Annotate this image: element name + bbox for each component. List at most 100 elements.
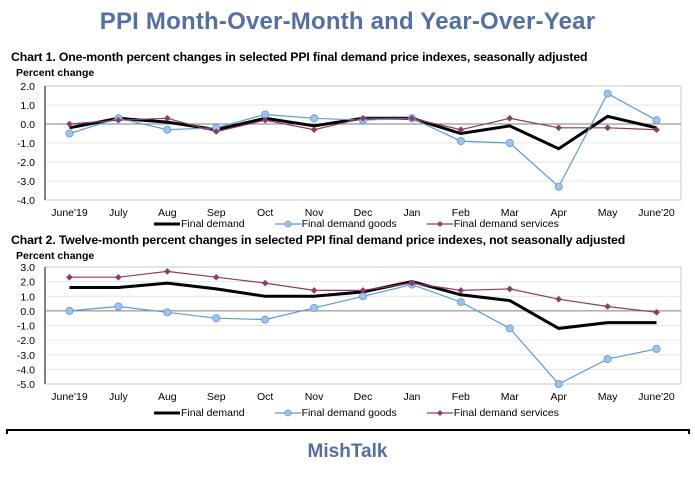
legend-final-demand-line-icon xyxy=(154,411,180,415)
data-point-final-demand-services xyxy=(408,279,416,287)
y-tick-label: -4.0 xyxy=(17,364,35,376)
y-tick-label: 2.0 xyxy=(20,81,35,93)
data-point-final-demand-services xyxy=(310,126,318,133)
data-point-final-demand-services xyxy=(604,124,611,132)
y-tick-label: 2.0 xyxy=(20,277,35,289)
data-point-final-demand-services xyxy=(555,295,562,303)
data-point-final-demand-services xyxy=(506,285,514,293)
data-point-final-demand-goods xyxy=(554,182,563,191)
data-point-final-demand-services xyxy=(115,273,122,281)
legend-goods-circle-icon xyxy=(274,409,301,417)
x-tick-label: Aug xyxy=(158,391,177,403)
y-tick-label: 0.0 xyxy=(20,119,35,131)
x-tick-label: July xyxy=(109,391,128,403)
x-tick-label: Jan xyxy=(403,391,420,403)
y-tick-label: -3.0 xyxy=(17,176,35,188)
data-point-final-demand-services xyxy=(164,115,171,122)
x-tick-label: Feb xyxy=(452,207,470,219)
data-point-final-demand-services xyxy=(457,126,465,133)
x-tick-label: June'20 xyxy=(638,207,675,219)
data-point-final-demand-services xyxy=(359,287,367,294)
x-tick-label: Oct xyxy=(257,391,273,403)
data-point-final-demand-services xyxy=(164,268,171,275)
legend-item-final-demand: Final demand xyxy=(154,218,245,230)
chart-1: 2.0 1.0 0.0 -1.0 -2.0 -3.0 -4.0 June'19 July Aug S… xyxy=(17,81,682,219)
data-point-final-demand-services xyxy=(66,273,73,281)
data-point-final-demand-services xyxy=(261,116,269,124)
legend-item-final-demand-goods: Final demand goods xyxy=(274,407,397,419)
data-point-final-demand-goods xyxy=(358,292,367,301)
data-point-final-demand-goods xyxy=(456,298,465,307)
x-tick-label: Dec xyxy=(354,207,373,219)
y-tick-label: -2.0 xyxy=(17,157,35,169)
x-tick-label: Oct xyxy=(257,207,273,219)
legend-goods-circle-icon xyxy=(274,220,301,228)
data-point-final-demand-goods xyxy=(261,315,270,324)
data-point-final-demand-services xyxy=(604,303,611,310)
x-tick-label: June'19 xyxy=(51,391,88,403)
x-tick-label: Apr xyxy=(551,207,568,219)
data-point-final-demand-goods xyxy=(652,116,661,125)
data-point-final-demand-goods xyxy=(163,125,172,134)
chart-2: 3.0 2.0 1.0 0.0 -1.0 -2.0 -3.0 -4.0 -5.0 June'19 J… xyxy=(17,262,682,403)
x-tick-label: Dec xyxy=(354,391,373,403)
x-tick-label: Nov xyxy=(305,391,324,403)
data-point-final-demand-goods xyxy=(310,303,319,312)
x-tick-label: Feb xyxy=(452,391,470,403)
y-tick-label: -3.0 xyxy=(17,350,35,362)
data-point-final-demand-services xyxy=(653,126,660,133)
x-tick-label: Sep xyxy=(207,207,226,219)
x-tick-label: June'19 xyxy=(51,207,88,219)
x-tick-label: Jan xyxy=(403,207,420,219)
divider xyxy=(6,429,690,434)
data-point-final-demand-services xyxy=(457,287,465,294)
data-point-final-demand-services xyxy=(555,124,562,132)
x-tick-label: May xyxy=(598,391,619,403)
footer-brand: MishTalk xyxy=(307,441,388,462)
legend-label: Final demand services xyxy=(453,407,559,419)
y-tick-label: 3.0 xyxy=(20,262,35,274)
x-tick-label: Aug xyxy=(158,207,177,219)
x-tick-label: May xyxy=(598,207,619,219)
data-point-final-demand-services xyxy=(310,287,318,294)
page-title: PPI Month-Over-Month and Year-Over-Year xyxy=(99,8,596,35)
x-tick-label: Mar xyxy=(501,207,520,219)
data-point-final-demand-services xyxy=(261,279,269,287)
x-tick-label: Nov xyxy=(305,207,324,219)
data-point-final-demand-goods xyxy=(163,308,172,317)
data-point-final-demand-services xyxy=(408,115,416,122)
data-point-final-demand-services xyxy=(359,115,367,122)
legend-label: Final demand goods xyxy=(301,407,397,419)
legend-item-final-demand: Final demand xyxy=(154,407,245,419)
legend-item-final-demand-goods: Final demand goods xyxy=(274,218,397,230)
chart-2-legend: Final demand Final demand goods Final de… xyxy=(154,407,589,419)
legend-final-demand-line-icon xyxy=(154,222,180,226)
data-point-final-demand-goods xyxy=(456,137,465,146)
data-point-final-demand-goods xyxy=(652,344,661,353)
y-tick-label: -2.0 xyxy=(17,335,35,347)
x-tick-label: Apr xyxy=(551,391,568,403)
x-tick-label: Mar xyxy=(501,391,520,403)
data-point-final-demand-goods xyxy=(603,89,612,98)
data-point-final-demand-services xyxy=(653,309,660,316)
data-point-final-demand-goods xyxy=(114,302,123,311)
x-tick-label: July xyxy=(109,207,128,219)
data-point-final-demand-goods xyxy=(310,114,319,123)
legend-label: Final demand xyxy=(181,218,245,230)
data-point-final-demand-goods xyxy=(212,314,221,323)
data-point-final-demand-services xyxy=(506,115,514,122)
y-tick-label: -4.0 xyxy=(17,195,35,207)
legend-label: Final demand goods xyxy=(301,218,397,230)
y-tick-label: -1.0 xyxy=(17,321,35,333)
legend-label: Final demand services xyxy=(453,218,559,230)
chart-1-title: Chart 1. One-month percent changes in se… xyxy=(11,50,588,64)
y-tick-label: -1.0 xyxy=(17,138,35,150)
data-point-final-demand-goods xyxy=(505,138,514,147)
data-point-final-demand-goods xyxy=(65,129,74,138)
data-point-final-demand-goods xyxy=(603,355,612,364)
legend-label: Final demand xyxy=(181,407,245,419)
x-tick-label: Sep xyxy=(207,391,226,403)
chart-1-ylabel: Percent change xyxy=(16,67,95,79)
legend-item-final-demand-services: Final demand services xyxy=(426,407,559,419)
chart-2-ylabel: Percent change xyxy=(16,250,95,262)
